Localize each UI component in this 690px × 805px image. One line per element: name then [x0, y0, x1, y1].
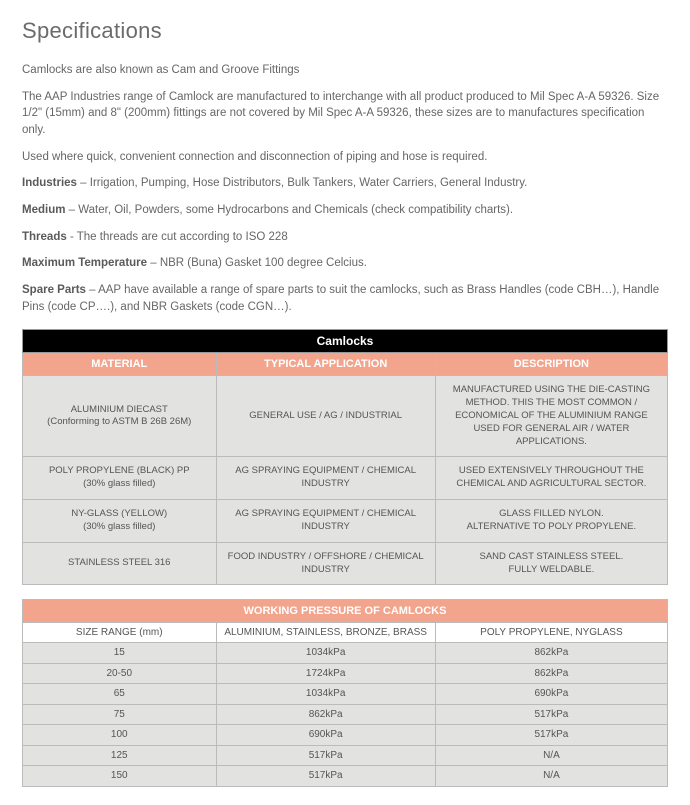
threads-line: Threads - The threads are cut according …: [22, 229, 668, 246]
maxtemp-text: – NBR (Buna) Gasket 100 degree Celcius.: [147, 257, 367, 269]
threads-label: Threads: [22, 231, 67, 243]
industries-line: Industries – Irrigation, Pumping, Hose D…: [22, 175, 668, 192]
t1-cell: GLASS FILLED NYLON.ALTERNATIVE TO POLY P…: [435, 500, 667, 543]
t2-cell: 690kPa: [435, 684, 667, 705]
t1-cell: AG SPRAYING EQUIPMENT / CHEMICAL INDUSTR…: [216, 457, 435, 500]
table-row: STAINLESS STEEL 316 FOOD INDUSTRY / OFFS…: [23, 542, 668, 585]
t1-cell: STAINLESS STEEL 316: [23, 542, 217, 585]
t1-cell: NY-GLASS (YELLOW)(30% glass filled): [23, 500, 217, 543]
t2-cell: 517kPa: [435, 725, 667, 746]
page-title: Specifications: [22, 18, 668, 44]
t2-cell: 125: [23, 745, 217, 766]
table-row: 100 690kPa 517kPa: [23, 725, 668, 746]
maxtemp-line: Maximum Temperature – NBR (Buna) Gasket …: [22, 255, 668, 272]
t2-header-size: SIZE RANGE (mm): [23, 623, 217, 643]
table-row: ALUMINIUM DIECAST(Conforming to ASTM B 2…: [23, 376, 668, 457]
table-row: 75 862kPa 517kPa: [23, 704, 668, 725]
t2-cell: 690kPa: [216, 725, 435, 746]
t1-header-material: MATERIAL: [23, 353, 217, 376]
pressure-table: WORKING PRESSURE OF CAMLOCKS SIZE RANGE …: [22, 599, 668, 787]
table-row: 65 1034kPa 690kPa: [23, 684, 668, 705]
t2-cell: 100: [23, 725, 217, 746]
t2-cell: 862kPa: [435, 643, 667, 664]
t1-cell: MANUFACTURED USING THE DIE-CASTING METHO…: [435, 376, 667, 457]
medium-label: Medium: [22, 204, 65, 216]
t1-cell: FOOD INDUSTRY / OFFSHORE / CHEMICAL INDU…: [216, 542, 435, 585]
t2-cell: 517kPa: [216, 745, 435, 766]
spare-line: Spare Parts – AAP have available a range…: [22, 282, 668, 315]
t2-cell: N/A: [435, 745, 667, 766]
t2-cell: 517kPa: [435, 704, 667, 725]
t2-cell: 150: [23, 766, 217, 787]
t1-cell: SAND CAST STAINLESS STEEL.FULLY WELDABLE…: [435, 542, 667, 585]
t2-cell: 1034kPa: [216, 643, 435, 664]
t2-cell: 517kPa: [216, 766, 435, 787]
maxtemp-label: Maximum Temperature: [22, 257, 147, 269]
t2-header-poly: POLY PROPYLENE, NYGLASS: [435, 623, 667, 643]
t1-cell: USED EXTENSIVELY THROUGHOUT THE CHEMICAL…: [435, 457, 667, 500]
industries-text: – Irrigation, Pumping, Hose Distributors…: [77, 177, 527, 189]
table-row: 20-50 1724kPa 862kPa: [23, 663, 668, 684]
t1-cell: POLY PROPYLENE (BLACK) PP(30% glass fill…: [23, 457, 217, 500]
pressure-table-title: WORKING PRESSURE OF CAMLOCKS: [23, 600, 668, 623]
t2-cell: 1724kPa: [216, 663, 435, 684]
t2-cell: N/A: [435, 766, 667, 787]
t2-cell: 862kPa: [435, 663, 667, 684]
t2-cell: 65: [23, 684, 217, 705]
t1-cell: GENERAL USE / AG / INDUSTRIAL: [216, 376, 435, 457]
medium-line: Medium – Water, Oil, Powders, some Hydro…: [22, 202, 668, 219]
t2-cell: 75: [23, 704, 217, 725]
threads-text: - The threads are cut according to ISO 2…: [67, 231, 288, 243]
t2-header-metal: ALUMINIUM, STAINLESS, BRONZE, BRASS: [216, 623, 435, 643]
t2-cell: 20-50: [23, 663, 217, 684]
table-row: 150 517kPa N/A: [23, 766, 668, 787]
camlocks-table-title: Camlocks: [23, 330, 668, 353]
intro-para-3: Used where quick, convenient connection …: [22, 149, 668, 166]
spare-text: – AAP have available a range of spare pa…: [22, 284, 659, 313]
medium-text: – Water, Oil, Powders, some Hydrocarbons…: [65, 204, 513, 216]
spare-label: Spare Parts: [22, 284, 86, 296]
table-row: NY-GLASS (YELLOW)(30% glass filled) AG S…: [23, 500, 668, 543]
intro-para-2: The AAP Industries range of Camlock are …: [22, 89, 668, 139]
industries-label: Industries: [22, 177, 77, 189]
intro-para-1: Camlocks are also known as Cam and Groov…: [22, 62, 668, 79]
t2-cell: 15: [23, 643, 217, 664]
t2-cell: 862kPa: [216, 704, 435, 725]
table-row: POLY PROPYLENE (BLACK) PP(30% glass fill…: [23, 457, 668, 500]
table-row: 125 517kPa N/A: [23, 745, 668, 766]
t2-cell: 1034kPa: [216, 684, 435, 705]
t1-header-application: TYPICAL APPLICATION: [216, 353, 435, 376]
table-row: 15 1034kPa 862kPa: [23, 643, 668, 664]
t1-cell: AG SPRAYING EQUIPMENT / CHEMICAL INDUSTR…: [216, 500, 435, 543]
t1-cell: ALUMINIUM DIECAST(Conforming to ASTM B 2…: [23, 376, 217, 457]
t1-header-description: DESCRIPTION: [435, 353, 667, 376]
camlocks-table: Camlocks MATERIAL TYPICAL APPLICATION DE…: [22, 329, 668, 585]
